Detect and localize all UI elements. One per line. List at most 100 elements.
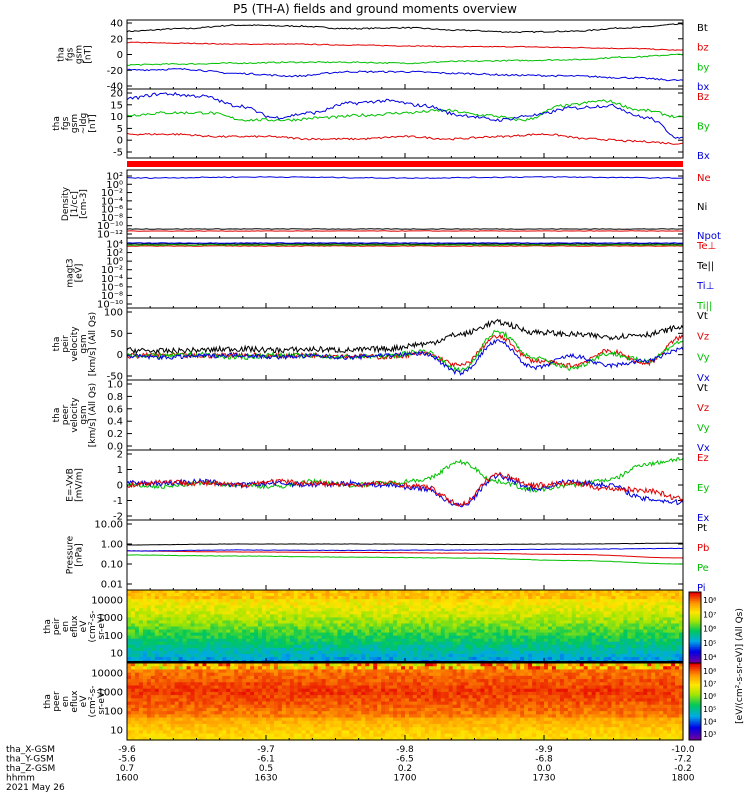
colorbar-upper-cell-28	[689, 641, 701, 644]
legend-peirvel-0: Vt	[697, 311, 708, 322]
xaxis-value-2-4: -0.2	[674, 764, 692, 774]
legend-efield-1: Ey	[697, 483, 709, 494]
ytick-label-efield-3: -1	[113, 496, 123, 507]
ytick-label-peerspec-3: 10	[110, 726, 123, 737]
ylabel-line-peirspec-0: tha	[43, 619, 53, 634]
ylabel-line-peervel-3: gsm	[79, 405, 89, 424]
xaxis-value-2-0: 0.7	[120, 764, 134, 774]
legend-pressure-2: Pe	[697, 563, 709, 574]
colorbar-lower-cell-19	[689, 699, 701, 702]
ylabel-peirspec: tha peir en eflux eV (cm²-s-sr-eV)	[43, 610, 107, 642]
ytick-label-density-3: 10⁻⁴	[101, 196, 123, 207]
colorbar-lower-cell-16	[689, 693, 701, 697]
colorbar-upper-cell-25	[689, 636, 701, 639]
colorbar-lower-cell-9	[689, 680, 701, 683]
ylabel-line-fgs-2: gsm	[75, 45, 85, 64]
xaxis-value-3-0: 1600	[116, 774, 139, 784]
mode-bar	[127, 161, 683, 167]
colorbar-upper-cell-22	[689, 631, 701, 634]
ylabel-line-peerspec-5: (cm²-s-	[88, 685, 98, 717]
series-pressure-pt	[126, 542, 684, 546]
ytick-label-peervel-1: 0.8	[107, 392, 123, 403]
colorbar-upper-cell-13	[689, 615, 701, 618]
colorbar-lower-cell-39	[689, 738, 701, 741]
colorbar-lower-cell-31	[689, 722, 701, 726]
colorbar-lower-cell-15	[689, 691, 701, 695]
legend-fgs-1: bz	[697, 43, 709, 54]
legend-pressure-0: Pt	[697, 523, 707, 534]
colorbar-upper-cell-2	[689, 595, 701, 598]
series-temp-tepar	[126, 243, 683, 245]
colorbar-upper-cell-32	[689, 648, 701, 652]
ylabel-line-peervel-2: velocity	[70, 397, 80, 433]
colorbar-upper-cell-8	[689, 606, 701, 609]
legend-fgl-1: By	[697, 122, 710, 133]
xaxis-value-1-1: -6.1	[257, 755, 275, 765]
xaxis-value-1-2: -6.5	[396, 755, 414, 765]
legend-fgl-0: Bz	[697, 92, 709, 103]
panel-frame-peirvel	[126, 307, 684, 381]
ylabel-line-efield-0: E=-VxB	[66, 468, 76, 502]
ytick-label-temp-1: 10²	[106, 248, 123, 259]
ylabel-line-efield-1: [mV/m]	[75, 468, 85, 502]
ylabel-fgl: tha fgs gsm ~ldg [nT]	[52, 113, 98, 134]
colorbar-upper-cell-39	[689, 661, 701, 664]
ylabel-line-peervel-1: peer	[61, 404, 71, 425]
colorbar-upper-tick-0: 10⁸	[703, 596, 716, 605]
series-density-npot	[126, 176, 684, 179]
ytick-label-peerspec-1: 1000	[98, 688, 123, 699]
spectrogram-peir	[127, 590, 684, 664]
ylabel-temp: magt3 [eV]	[66, 258, 85, 287]
xaxis-row-label-0: tha_X-GSM	[6, 745, 55, 755]
ylabel-line-pressure-1: [nPa]	[75, 543, 85, 566]
ytick-label-temp-2: 10⁰	[106, 257, 123, 268]
ytick-label-efield-0: 2	[117, 450, 123, 461]
xaxis-value-0-1: -9.7	[257, 745, 275, 755]
ytick-label-temp-3: 10⁻²	[101, 265, 123, 276]
ylabel-line-fgs-3: [nT]	[84, 45, 94, 63]
colorbar-lower-cell-23	[689, 707, 701, 710]
ylabel-line-peirspec-2: en	[61, 621, 71, 632]
colorbar-upper-cell-5	[689, 600, 701, 604]
ytick-label-peirspec-1: 1000	[98, 613, 123, 624]
ytick-label-peirvel-2: 0	[117, 350, 123, 361]
colorbar-lower-cell-11	[689, 684, 701, 687]
legend-peervel-1: Vz	[697, 403, 709, 414]
colorbar-lower-cell-18	[689, 697, 701, 701]
colorbar-lower-cell-29	[689, 718, 701, 722]
ytick-label-peirspec-2: 100	[104, 631, 123, 642]
xaxis-value-0-3: -9.9	[535, 745, 553, 755]
colorbar-upper-cell-34	[689, 652, 701, 655]
ytick-label-peervel-0: 1.0	[107, 380, 123, 391]
legend-temp-3: Ti||	[696, 301, 712, 312]
ytick-label-peerspec-2: 100	[104, 707, 123, 718]
colorbar-upper-tick-2: 10⁶	[703, 625, 716, 634]
colorbar-upper-cell-19	[689, 625, 701, 628]
ylabel-line-peerspec-2: en	[61, 696, 71, 707]
ytick-label-temp-0: 10⁴	[106, 240, 123, 251]
colorbar-lower-cell-24	[689, 709, 701, 712]
legend-pressure-3: Pi	[697, 583, 706, 594]
ylabel-line-temp-0: magt3	[66, 258, 76, 287]
series-temp-teperp	[127, 245, 684, 247]
series-peirvel-vt	[126, 318, 684, 356]
colorbar-upper-cell-23	[689, 632, 701, 636]
xaxis-value-3-1: 1630	[255, 774, 278, 784]
legend-fgs-0: Bt	[697, 23, 708, 34]
ytick-label-density-6: 10⁻¹⁰	[97, 221, 123, 232]
colorbar-upper-cell-26	[689, 638, 701, 641]
colorbar-upper-cell-9	[689, 607, 701, 611]
ytick-label-fgl-1: 15	[110, 100, 123, 111]
colorbar-lower-tick-1: 10⁷	[703, 680, 716, 689]
series-fgl-bx	[126, 91, 683, 139]
colorbar-upper-cell-30	[689, 645, 701, 648]
legend-fgl-2: Bx	[697, 151, 710, 162]
legend-peirvel-1: Vz	[697, 332, 709, 343]
colorbar-upper-cell-3	[689, 597, 701, 600]
panel-frame-temp	[126, 237, 684, 309]
ylabel-line-peirspec-4: eV	[79, 620, 89, 633]
ylabel-line-fgl-1: fgs	[61, 116, 71, 130]
colorbar-upper-cell-18	[689, 623, 701, 627]
legend-peervel-2: Vy	[697, 423, 710, 434]
colorbar-lower-cell-37	[689, 734, 701, 737]
